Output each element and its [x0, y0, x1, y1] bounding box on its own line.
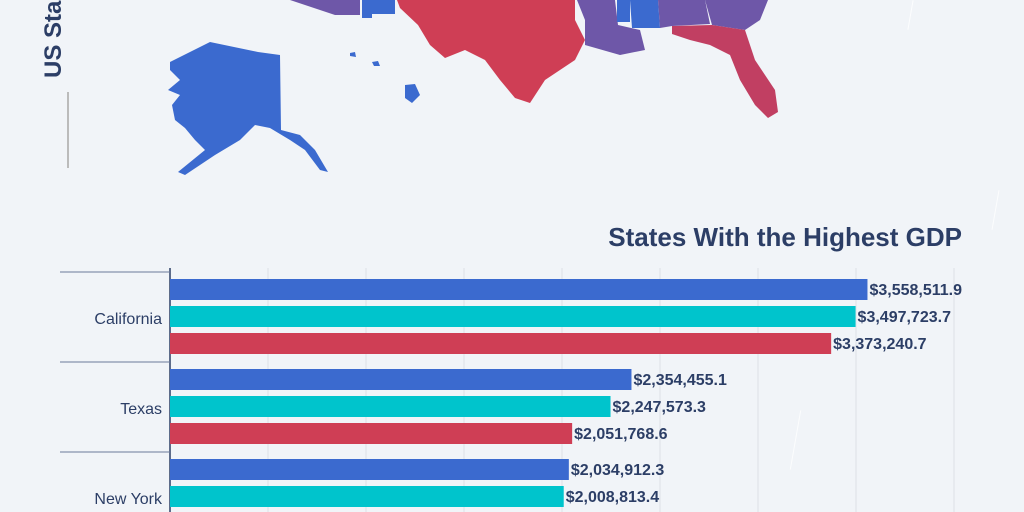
- state-hawaii-2[interactable]: [372, 61, 380, 66]
- category-label: Texas: [120, 401, 162, 418]
- category-label: California: [94, 311, 162, 328]
- bar[interactable]: [170, 333, 832, 354]
- bar-value-label: $2,008,813.4: [566, 489, 660, 506]
- bar[interactable]: [170, 369, 632, 390]
- bar-value-label: $3,558,511.9: [869, 282, 962, 299]
- state-carolina[interactable]: [705, 0, 768, 30]
- bar-value-label: $2,354,455.1: [633, 372, 727, 389]
- state-alaska[interactable]: [168, 42, 328, 175]
- bar[interactable]: [170, 306, 856, 327]
- bar-value-label: $2,051,768.6: [574, 426, 668, 443]
- state-texas[interactable]: [397, 0, 585, 103]
- category-label: New York: [94, 491, 163, 508]
- bar[interactable]: [170, 486, 564, 507]
- us-map: [168, 0, 778, 175]
- state-hawaii-3[interactable]: [405, 84, 420, 103]
- state-hawaii[interactable]: [350, 52, 356, 57]
- bar-value-label: $3,373,240.7: [833, 336, 927, 353]
- state-georgia[interactable]: [658, 0, 710, 28]
- state-alabama[interactable]: [630, 0, 660, 28]
- state-florida[interactable]: [672, 25, 778, 118]
- bar[interactable]: [170, 459, 569, 480]
- state-northwest[interactable]: [290, 0, 360, 15]
- state-new-mexico[interactable]: [362, 0, 395, 18]
- chart-title: States With the Highest GDP: [608, 222, 962, 252]
- bar[interactable]: [170, 423, 573, 444]
- bar-value-label: $3,497,723.7: [858, 309, 952, 326]
- state-louisiana[interactable]: [577, 0, 645, 55]
- title-divider: [67, 92, 69, 168]
- bar[interactable]: [170, 279, 868, 300]
- state-mississippi[interactable]: [617, 0, 630, 22]
- bar-value-label: $2,034,912.3: [571, 462, 665, 479]
- bar[interactable]: [170, 396, 611, 417]
- bar-value-label: $2,247,573.3: [613, 399, 707, 416]
